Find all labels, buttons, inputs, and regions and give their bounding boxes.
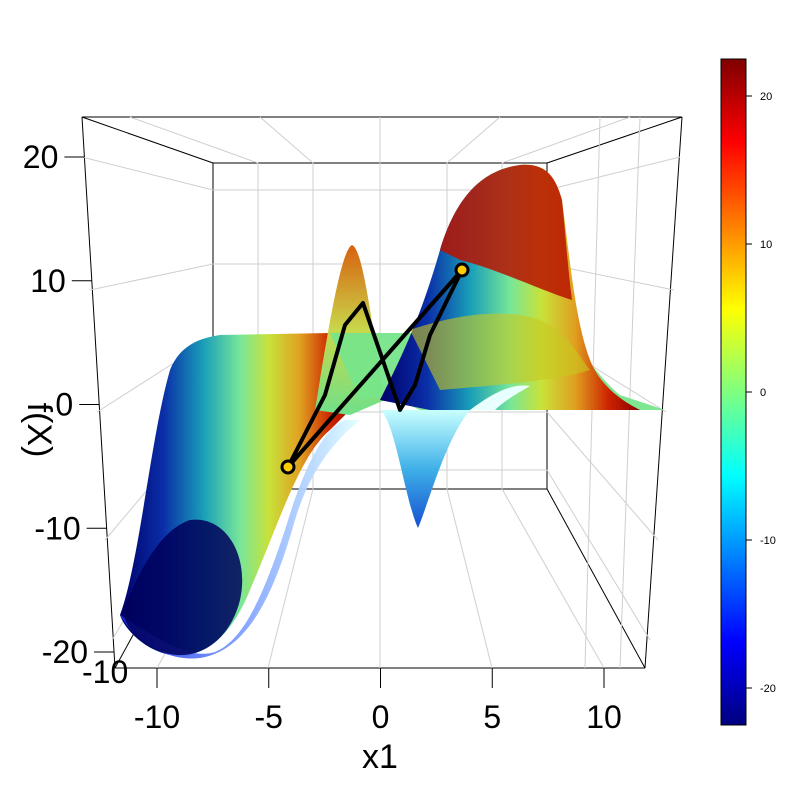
- y-axis-tick: -10: [82, 654, 128, 690]
- x-tick-label: 5: [483, 699, 501, 735]
- z-axis-ticks: 20 10 0 -10 -20: [23, 139, 115, 670]
- surface: [120, 164, 665, 659]
- box-edge: [546, 116, 683, 164]
- grid-line: [81, 156, 214, 191]
- surface-central-valley: [380, 410, 470, 528]
- colorbar-bar: [720, 58, 747, 726]
- colorbar-ticks: 20 10 0 -10 -20: [746, 91, 776, 695]
- z-tick-label: -10: [34, 510, 80, 546]
- grid-line: [546, 469, 651, 641]
- z-tick-label: 10: [30, 263, 66, 299]
- path-end-marker: [454, 262, 470, 278]
- surface-ridge-mid: [410, 313, 590, 390]
- surface-valley-deep: [122, 519, 243, 656]
- colorbar-tick-label: 0: [760, 387, 766, 399]
- colorbar-tick-label: 20: [760, 91, 772, 103]
- grid-line: [619, 116, 641, 669]
- surface-highlight: [470, 385, 530, 410]
- z-tick-label: 0: [55, 387, 73, 423]
- x-tick-label: 10: [586, 699, 622, 735]
- x-axis-ticks: -10 -5 0 5 10: [134, 668, 622, 735]
- x-tick-label: 0: [372, 699, 390, 735]
- grid-line: [129, 116, 259, 164]
- x-tick-label: -5: [255, 699, 283, 735]
- box-edge: [81, 116, 116, 669]
- grid-line: [446, 116, 501, 164]
- x-tick-label: -10: [134, 699, 180, 735]
- x-axis-label: x1: [362, 738, 398, 776]
- z-tick-label: 20: [23, 139, 59, 175]
- grid-line: [267, 488, 314, 669]
- optimization-path: [280, 262, 470, 475]
- path-start-marker: [280, 459, 296, 475]
- path-line: [286, 268, 464, 469]
- surface-ridge-top: [440, 164, 572, 300]
- colorbar-tick-label: -20: [760, 683, 776, 695]
- grid-line: [446, 488, 493, 669]
- grid-line: [89, 263, 214, 291]
- grid-line: [501, 116, 631, 164]
- box-edge: [644, 116, 683, 669]
- colorbar-tick-label: 10: [760, 239, 772, 251]
- box-edge: [81, 116, 214, 164]
- grid-line: [546, 156, 681, 191]
- grid-line: [259, 116, 314, 164]
- box-edge: [546, 488, 646, 669]
- z-axis-label: f(X): [20, 403, 58, 458]
- colorbar: 20 10 0 -10 -20: [720, 58, 776, 726]
- z-tick-label: -20: [42, 634, 88, 670]
- colorbar-tick-label: -10: [760, 535, 776, 547]
- grid-line: [546, 411, 659, 541]
- grid-line: [501, 488, 605, 669]
